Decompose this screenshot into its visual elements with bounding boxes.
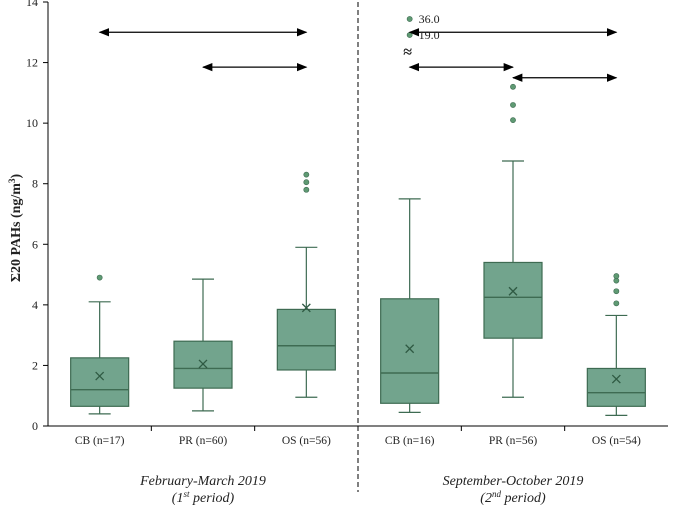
box-iqr bbox=[483, 261, 543, 339]
y-tick-label: 6 bbox=[32, 237, 38, 251]
extreme-outlier-point bbox=[406, 16, 413, 22]
mean-marker bbox=[95, 371, 105, 381]
axis-break-symbol: ≈ bbox=[403, 44, 412, 61]
comparison-arrows-group bbox=[98, 28, 618, 82]
outlier-point bbox=[510, 83, 516, 90]
y-tick-label: 12 bbox=[26, 56, 38, 70]
outlier-point bbox=[510, 117, 516, 124]
y-tick-label: 0 bbox=[32, 419, 38, 433]
outlier-point bbox=[613, 288, 620, 295]
y-tick-label: 8 bbox=[32, 177, 38, 191]
extreme-outlier-point bbox=[406, 32, 413, 38]
y-tick-label: 2 bbox=[32, 358, 38, 372]
period-label: September-October 2019 bbox=[443, 474, 584, 489]
period-label: February-March 2019 bbox=[139, 474, 266, 489]
category-label: CB (n=16) bbox=[385, 435, 435, 447]
mean-marker bbox=[508, 286, 518, 296]
outlier-point bbox=[303, 171, 310, 178]
category-label: PR (n=56) bbox=[489, 435, 538, 447]
outlier-point bbox=[303, 179, 310, 186]
outlier-point bbox=[303, 186, 310, 193]
box-iqr bbox=[70, 357, 130, 407]
outlier-point bbox=[510, 102, 516, 108]
y-tick-label: 10 bbox=[26, 116, 38, 130]
y-tick-label: 14 bbox=[26, 0, 38, 9]
outlier-point bbox=[96, 274, 103, 281]
outlier-point bbox=[613, 300, 620, 307]
mean-marker bbox=[611, 374, 621, 384]
mean-marker bbox=[198, 359, 208, 369]
extreme-outlier-label: 36.0 bbox=[419, 12, 440, 26]
outlier-point bbox=[613, 273, 620, 279]
period-sublabel: (1st period) bbox=[172, 489, 235, 506]
category-label: PR (n=60) bbox=[179, 435, 228, 447]
boxes-group bbox=[70, 16, 646, 416]
box-iqr bbox=[380, 298, 440, 404]
y-axis-label: Σ20 PAHs (ng/m3) bbox=[7, 174, 24, 283]
axes-group: 0 2 4 6 8 10 12 14 bbox=[26, 0, 668, 492]
y-tick-label: 4 bbox=[32, 298, 38, 312]
extreme-outlier-label: 19.0 bbox=[419, 28, 440, 42]
mean-marker bbox=[301, 303, 311, 313]
mean-marker bbox=[405, 344, 415, 354]
box-iqr bbox=[276, 308, 336, 371]
category-label: OS (n=54) bbox=[592, 435, 641, 447]
labels-group: CB (n=17) PR (n=60) OS (n=56) CB (n=16) PR (… bbox=[75, 12, 641, 506]
period-sublabel: (2nd period) bbox=[480, 489, 546, 506]
box-iqr bbox=[586, 367, 646, 407]
category-label: OS (n=56) bbox=[282, 435, 331, 447]
category-label: CB (n=17) bbox=[75, 435, 125, 447]
